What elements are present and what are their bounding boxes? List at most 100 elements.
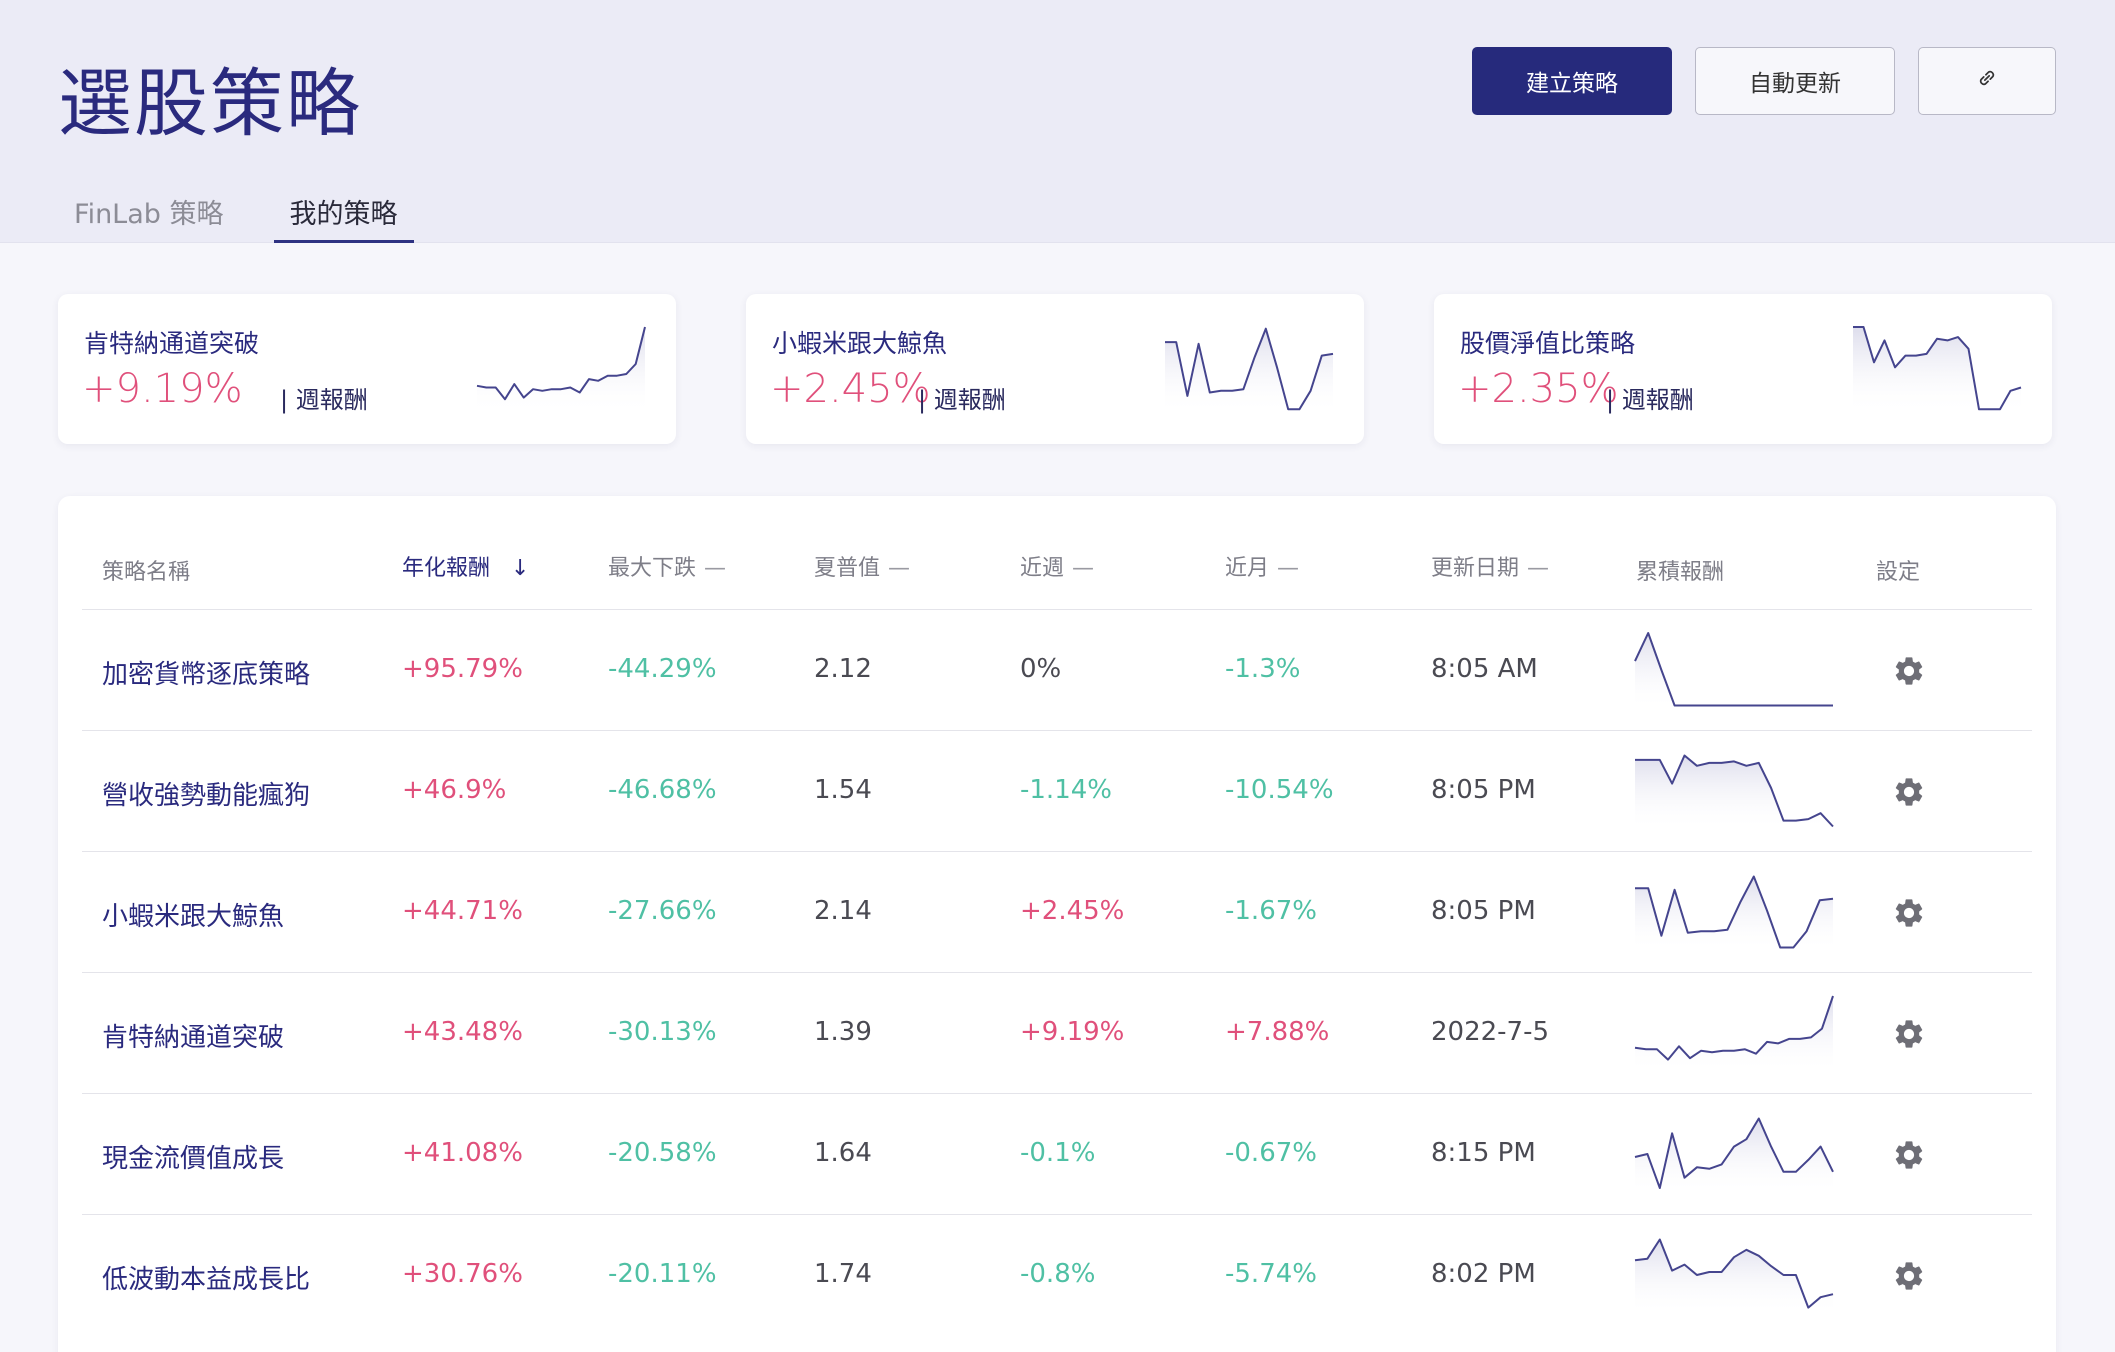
settings-gear-icon[interactable] [1892,1017,1926,1051]
card-strategy-name: 肯特納通道突破 [84,329,260,358]
strategy-name-link[interactable]: 加密貨幣逐底策略 [102,660,311,690]
month-return-cell: -5.74% [1225,1259,1317,1289]
max-drawdown-cell: -46.68% [608,775,717,805]
column-header-label: 近月 [1225,556,1270,581]
sparkline-line [1634,632,1833,707]
settings-gear-icon[interactable] [1892,654,1926,688]
table-row[interactable]: 營收強勢動能瘋狗 +46.9% -46.68% 1.54 -1.14% -10.54% 8:… [82,730,2032,851]
column-header-max-drawdown[interactable]: 最大下跌 — [608,550,726,582]
max-drawdown-cell: -44.29% [608,654,717,684]
summary-card[interactable]: 股價淨值比策略 +2.35% | 週報酬 [1434,294,2052,444]
strategy-name-link[interactable]: 低波動本益成長比 [102,1265,311,1295]
annual-return-cell: +43.48% [402,1017,523,1047]
sparkline-line [1634,995,1834,1061]
sparkline-area [1635,755,1833,831]
card-return-label: | 週報酬 [918,386,1006,414]
card-weekly-return: +9.19% [82,366,243,412]
strategy-name-link[interactable]: 營收強勢動能瘋狗 [102,781,311,811]
sharpe-cell: 1.64 [814,1138,872,1168]
column-header-week[interactable]: 近週 — [1020,550,1094,582]
card-sparkline [1165,327,1334,414]
sort-dash-icon: — [888,556,911,581]
strategy-name-link[interactable]: 肯特納通道突破 [102,1023,285,1053]
auto-update-button[interactable]: 自動更新 [1695,47,1895,115]
strategy-name-link[interactable]: 小蝦米跟大鯨魚 [102,902,285,932]
card-strategy-name: 股價淨值比策略 [1460,329,1636,358]
annual-return-cell: +41.08% [402,1138,523,1168]
sharpe-cell: 1.54 [814,775,872,805]
sort-arrow-icon: ↓ [511,556,530,581]
month-return-cell: -1.67% [1225,896,1317,926]
sparkline-area [477,327,645,414]
column-header-annual-return[interactable]: 年化報酬 ↓ [402,550,529,582]
month-return-cell: +7.88% [1225,1017,1330,1047]
card-weekly-return: +2.45% [770,366,931,412]
settings-gear-icon[interactable] [1892,896,1926,930]
settings-gear-icon[interactable] [1892,775,1926,809]
summary-card[interactable]: 小蝦米跟大鯨魚 +2.45% | 週報酬 [746,294,1364,444]
max-drawdown-cell: -27.66% [608,896,717,926]
strategy-name-link[interactable]: 現金流價值成長 [102,1144,285,1174]
card-return-label: | 週報酬 [1606,386,1694,414]
sparkline-line [1853,326,2022,411]
cumulative-return-sparkline [1634,1238,1834,1315]
header: 選股策略 建立策略 自動更新 FinLab 策略 我的策略 [0,0,2115,243]
cumulative-return-sparkline [1634,632,1833,710]
sort-dash-icon: — [704,556,727,581]
column-header-settings: 設定 [1876,560,1921,585]
week-return-cell: +2.45% [1020,896,1125,926]
table-row[interactable]: 低波動本益成長比 +30.76% -20.11% 1.74 -0.8% -5.74% 8:0… [82,1214,2032,1335]
column-header-label: 最大下跌 [608,556,697,581]
sparkline-line [1634,1117,1834,1189]
settings-gear-icon[interactable] [1892,1259,1926,1293]
updated-date-cell: 8:05 AM [1431,654,1538,684]
column-header-month[interactable]: 近月 — [1225,550,1299,582]
sparkline-area [1635,1118,1833,1194]
sort-dash-icon: — [1277,556,1300,581]
column-header-label: 年化報酬 [402,556,491,581]
page-title: 選股策略 [58,61,362,147]
card-weekly-return: +2.35% [1458,366,1619,412]
settings-gear-icon[interactable] [1892,1138,1926,1172]
sort-dash-icon: — [1527,556,1550,581]
annual-return-cell: +95.79% [402,654,523,684]
tab-finlab-strategies[interactable]: FinLab 策略 [74,199,224,230]
create-strategy-button[interactable]: 建立策略 [1472,47,1672,115]
updated-date-cell: 8:05 PM [1431,775,1536,805]
column-header-sharpe[interactable]: 夏普值 — [814,550,910,582]
card-return-label: | 週報酬 [280,386,368,414]
week-return-cell: 0% [1020,654,1062,684]
week-return-cell: +9.19% [1020,1017,1125,1047]
max-drawdown-cell: -20.58% [608,1138,717,1168]
sparkline-line [1635,875,1834,949]
tab-my-strategies[interactable]: 我的策略 [273,190,414,243]
sparkline-area [1635,996,1833,1073]
sharpe-cell: 1.39 [814,1017,872,1047]
updated-date-cell: 8:02 PM [1431,1259,1536,1289]
copy-link-button[interactable] [1918,47,2056,115]
sparkline-line [476,326,646,401]
card-sparkline [1853,326,2022,414]
table-row[interactable]: 小蝦米跟大鯨魚 +44.71% -27.66% 2.14 +2.45% -1.67% 8:0… [82,851,2032,972]
sparkline-area [1635,1239,1833,1315]
tab-bar: FinLab 策略 我的策略 [58,190,448,243]
cumulative-return-sparkline [1635,754,1834,831]
updated-date-cell: 2022-7-5 [1431,1017,1550,1047]
annual-return-cell: +30.76% [402,1259,523,1289]
sparkline-area [1635,876,1833,952]
table-row[interactable]: 現金流價值成長 +41.08% -20.58% 1.64 -0.1% -0.67% 8:15… [82,1093,2032,1214]
summary-card[interactable]: 肯特納通道突破 +9.19% | 週報酬 [58,294,676,444]
card-strategy-name: 小蝦米跟大鯨魚 [772,329,948,358]
sparkline-line [1634,1238,1834,1309]
column-header-updated[interactable]: 更新日期 — [1431,550,1549,582]
table-row[interactable]: 加密貨幣逐底策略 +95.79% -44.29% 2.12 0% -1.3% 8:05 AM [82,609,2032,730]
link-icon [1974,65,2000,97]
cumulative-return-sparkline [1635,875,1834,952]
sparkline-area [1635,633,1833,710]
sparkline-line [1635,754,1834,828]
column-header-cumulative: 累積報酬 [1636,560,1725,585]
sparkline-line [1165,327,1334,411]
table-row[interactable]: 肯特納通道突破 +43.48% -30.13% 1.39 +9.19% +7.88% 202… [82,972,2032,1093]
month-return-cell: -10.54% [1225,775,1334,805]
sort-dash-icon: — [1072,556,1095,581]
